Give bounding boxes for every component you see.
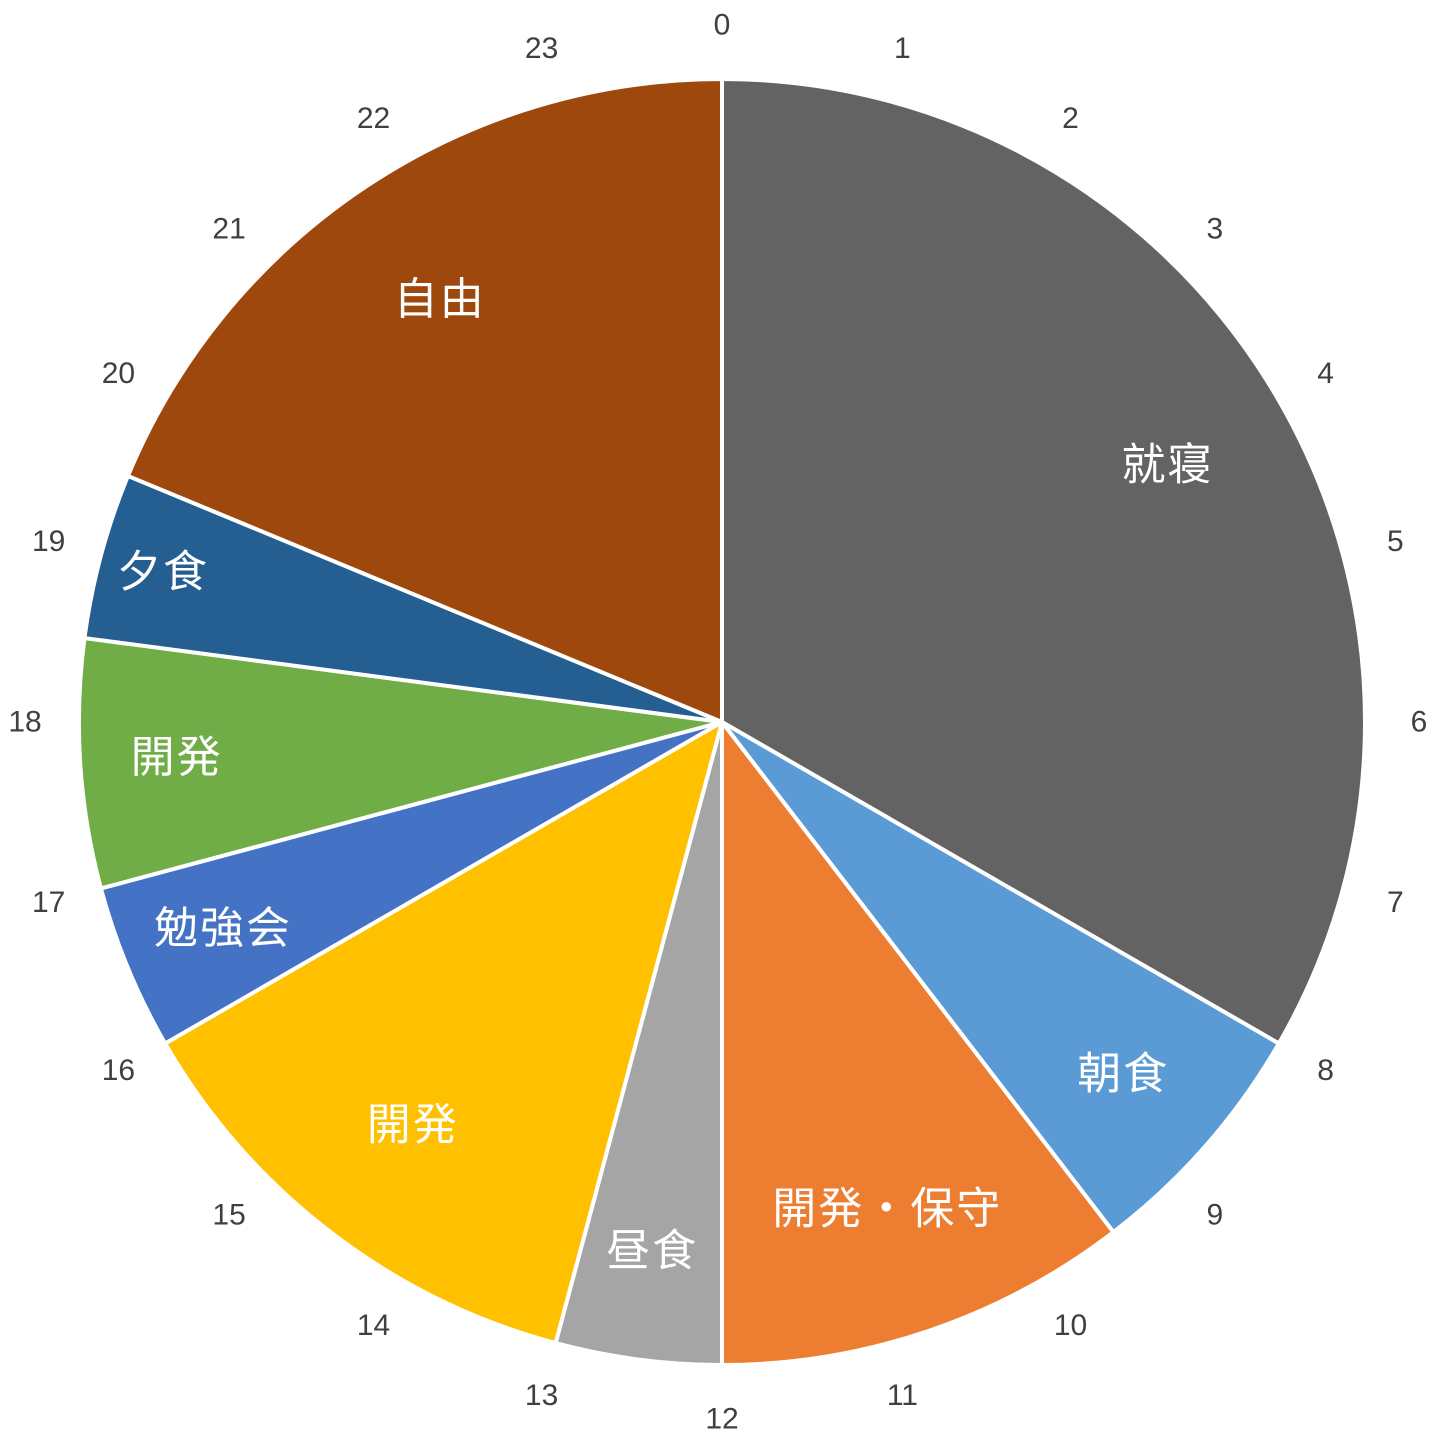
pie-slice-6 — [76, 636, 724, 891]
hour-tick-label-21: 21 — [212, 213, 245, 246]
slice-label-6: 開発 — [131, 733, 223, 782]
hour-tick-label-7: 7 — [1387, 886, 1404, 919]
hour-tick-label-19: 19 — [32, 525, 65, 558]
hour-tick-label-16: 16 — [102, 1054, 135, 1087]
slice-label-7: 夕食 — [117, 548, 209, 597]
hour-tick-label-0: 0 — [714, 9, 731, 42]
slice-label-0: 就寝 — [1122, 440, 1214, 489]
hour-tick-label-5: 5 — [1387, 525, 1404, 558]
hour-tick-label-13: 13 — [525, 1379, 558, 1412]
hour-tick-label-3: 3 — [1207, 213, 1224, 246]
hour-tick-label-10: 10 — [1054, 1309, 1087, 1342]
hour-tick-label-22: 22 — [357, 102, 390, 135]
hour-tick-label-15: 15 — [212, 1198, 245, 1231]
hour-tick-label-23: 23 — [525, 32, 558, 65]
pie-slice-0 — [720, 77, 1367, 1046]
slice-label-8: 自由 — [394, 275, 486, 324]
hour-tick-label-12: 12 — [705, 1403, 738, 1436]
slice-label-5: 勉強会 — [154, 904, 292, 953]
pie-slice-2 — [720, 720, 1116, 1367]
slice-label-4: 開発 — [367, 1101, 459, 1150]
hour-tick-label-4: 4 — [1317, 357, 1334, 390]
pie-slice-8 — [125, 77, 724, 724]
slice-label-2: 開発・保守 — [772, 1185, 1002, 1234]
hour-tick-label-9: 9 — [1207, 1198, 1224, 1231]
slice-label-1: 朝食 — [1077, 1049, 1169, 1098]
hour-tick-label-17: 17 — [32, 886, 65, 919]
hour-tick-label-14: 14 — [357, 1309, 390, 1342]
hour-tick-label-6: 6 — [1411, 706, 1428, 739]
hour-tick-label-1: 1 — [894, 32, 911, 65]
hour-tick-label-20: 20 — [102, 357, 135, 390]
hour-tick-label-2: 2 — [1062, 102, 1079, 135]
pie-slice-4 — [163, 720, 724, 1346]
pie-slice-1 — [720, 720, 1281, 1235]
hour-tick-label-8: 8 — [1317, 1054, 1334, 1087]
hour-tick-label-18: 18 — [8, 706, 41, 739]
hour-tick-label-11: 11 — [887, 1379, 918, 1412]
slice-label-3: 昼食 — [606, 1227, 698, 1276]
